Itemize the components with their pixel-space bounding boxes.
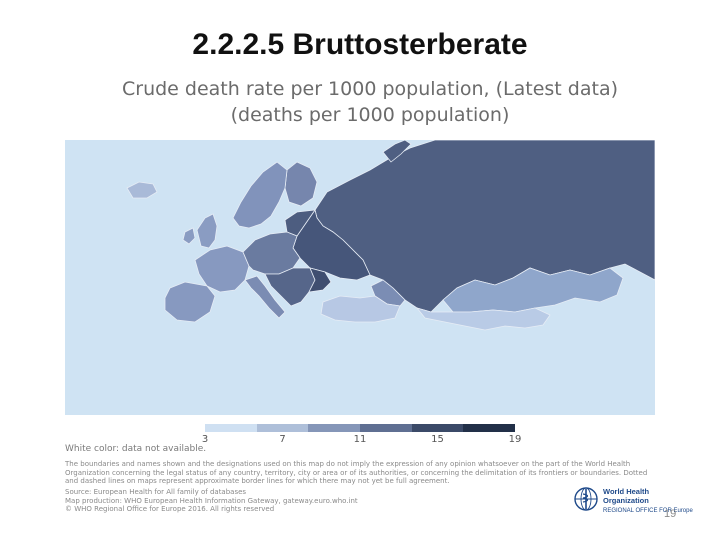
source-block: Source: European Health for All family o… — [65, 488, 485, 514]
who-name: World Health Organization — [603, 487, 650, 505]
legend-swatch — [205, 424, 257, 432]
map-production-line: Map production: WHO European Health Info… — [65, 496, 358, 505]
who-name-line-1: World Health — [603, 487, 650, 496]
who-name-line-2: Organization — [603, 495, 649, 505]
region-scandinavia[interactable] — [232, 161, 288, 229]
map-canvas — [65, 140, 655, 415]
region-central-europe[interactable] — [242, 231, 301, 275]
who-emblem-icon — [574, 487, 598, 511]
source-line: Source: European Health for All family o… — [65, 488, 247, 496]
region-uk-ireland[interactable] — [196, 213, 218, 249]
legend-swatch — [256, 424, 309, 432]
legend-tick-label: 15 — [431, 434, 444, 445]
region-ireland[interactable] — [182, 227, 196, 245]
region-italy[interactable] — [244, 275, 286, 319]
legend-tick-label: 11 — [353, 434, 367, 445]
slide-title: 2.2.2.5 Bruttosterberate — [192, 28, 528, 61]
region-iceland[interactable] — [126, 181, 158, 199]
legend-tick-label: 3 — [201, 434, 209, 445]
map-legend: 3 7 11 15 19 — [201, 424, 521, 454]
legend-color-bar — [205, 424, 516, 432]
legend-tick-label: 19 — [508, 434, 522, 445]
region-iberia[interactable] — [164, 281, 216, 323]
map-title-line-2: (deaths per 1000 population) — [230, 104, 510, 126]
legend-swatch — [463, 424, 516, 432]
map-title: Crude death rate per 1000 population, (L… — [60, 76, 680, 128]
legend-swatch — [411, 424, 464, 432]
legend-swatch — [308, 424, 361, 432]
region-russia-island[interactable] — [382, 140, 412, 163]
map-title-line-1: Crude death rate per 1000 population, (L… — [121, 78, 619, 100]
region-bulgaria[interactable] — [308, 267, 332, 293]
page-number: 19 — [664, 508, 677, 520]
region-ukraine-belarus[interactable] — [292, 209, 371, 281]
region-turkey[interactable] — [320, 295, 401, 323]
who-logo: World Health Organization REGIONAL OFFIC… — [573, 484, 693, 524]
copyright-line: © WHO Regional Office for Europe 2016. A… — [65, 505, 275, 513]
who-region: REGIONAL OFFICE FOR Europe — [603, 508, 693, 514]
choropleth-map[interactable] — [65, 140, 655, 415]
region-central-asia[interactable] — [415, 307, 551, 331]
no-data-note: White color: data not available. — [65, 444, 207, 454]
map-disclaimer: The boundaries and names shown and the d… — [65, 460, 648, 485]
region-finland[interactable] — [284, 161, 318, 207]
legend-tick-label: 7 — [279, 434, 286, 445]
legend-swatch — [360, 424, 412, 432]
